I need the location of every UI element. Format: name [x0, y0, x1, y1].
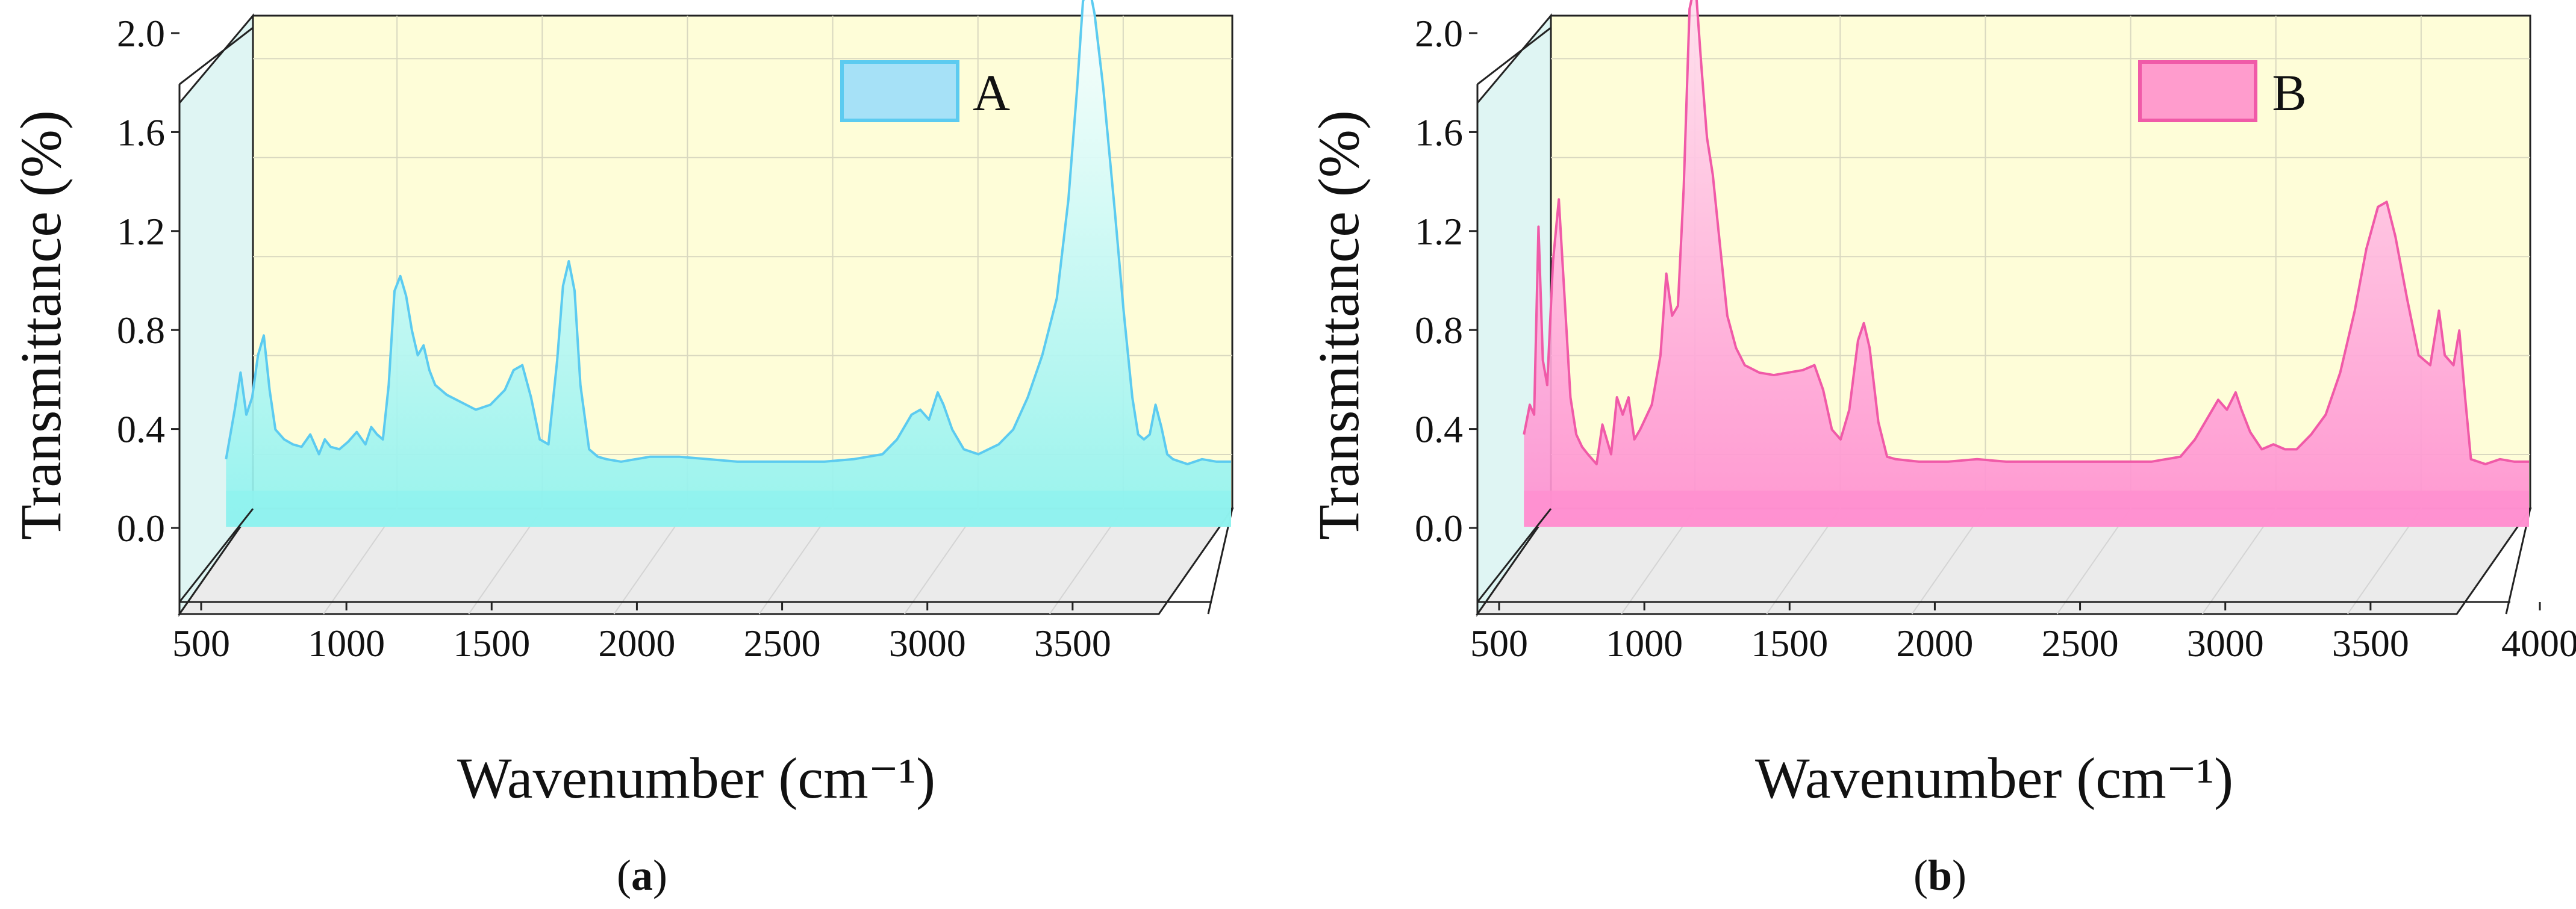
panel-label: (b): [1913, 851, 1966, 899]
x-tick-label: 500: [172, 622, 230, 665]
y-tick-label: 0.0: [1415, 507, 1463, 550]
x-axis-title: Wavenumber (cm⁻¹): [1755, 746, 2233, 810]
series-B-area: [1524, 0, 2529, 527]
series-B-base: [1524, 491, 2529, 527]
y-axis-title: Transmittance (%): [8, 110, 73, 540]
y-tick-label: 0.4: [117, 408, 165, 451]
x-tick-label: 1500: [1751, 622, 1828, 665]
y-tick-label: 0.8: [1415, 309, 1463, 352]
x-tick-labels: 500 1000 1500 2000 2500 3000 3500 4000: [1470, 602, 2576, 665]
y-axis-depth-bottom: [178, 508, 254, 603]
chart-panel-b: 0.0 0.4 0.8 1.2 1.6 2.0 500 1000 1500 2000 2500 300…: [1306, 0, 2576, 899]
legend-label-A: A: [973, 64, 1010, 122]
y-tick-label: 0.8: [117, 309, 165, 352]
series-B-line: [1523, 0, 2529, 466]
y-tick-label: 0.0: [117, 507, 165, 550]
x-tick-label: 3000: [2187, 622, 2264, 665]
x-tick-label: 1000: [308, 622, 385, 665]
y-axis-depth: [1477, 26, 1552, 85]
x-tick-labels: 500 1000 1500 2000 2500 3000 3500: [172, 602, 1111, 665]
y-tick-label: 1.6: [117, 111, 165, 154]
x-tick-label: 1500: [453, 622, 530, 665]
series-A-area: [226, 0, 1231, 527]
y-tick-label: 1.2: [117, 210, 165, 253]
y-tick-labels: 0.0 0.4 0.8 1.2 1.6 2.0: [117, 12, 179, 550]
x-tick-label: 3500: [2332, 622, 2409, 665]
x-tick-label: 2000: [1896, 622, 1973, 665]
x-tick-label: 1000: [1606, 622, 1683, 665]
legend-swatch-A: [840, 60, 959, 122]
legend-label-B: B: [2272, 64, 2306, 122]
y-tick-label: 2.0: [117, 12, 165, 55]
x-tick-label: 500: [1470, 622, 1528, 665]
y-tick-label: 1.2: [1415, 210, 1463, 253]
x-axis-title: Wavenumber (cm⁻¹): [457, 746, 935, 810]
y-axis-title: Transmittance (%): [1306, 110, 1371, 540]
series-A-base: [226, 491, 1231, 527]
x-tick-label: 2500: [2042, 622, 2119, 665]
chart-panel-a: 0.0 0.4 0.8 1.2 1.6 2.0 500 1000 1500 2000 2500 300…: [8, 0, 1234, 899]
x-tick-label: 2500: [744, 622, 821, 665]
y-tick-label: 2.0: [1415, 12, 1463, 55]
panel-label: (a): [617, 851, 667, 899]
y-axis-depth: [179, 26, 254, 85]
x-tick-label: 2000: [598, 622, 675, 665]
y-tick-label: 0.4: [1415, 408, 1463, 451]
x-tick-label: 4000: [2501, 622, 2576, 665]
y-tick-label: 1.6: [1415, 111, 1463, 154]
y-axis-depth-bottom: [1476, 508, 1552, 603]
x-tick-label: 3500: [1034, 622, 1111, 665]
series-A-line: [225, 0, 1231, 466]
x-tick-label: 3000: [889, 622, 966, 665]
y-tick-labels: 0.0 0.4 0.8 1.2 1.6 2.0: [1415, 12, 1477, 550]
legend-swatch-B: [2138, 60, 2257, 122]
